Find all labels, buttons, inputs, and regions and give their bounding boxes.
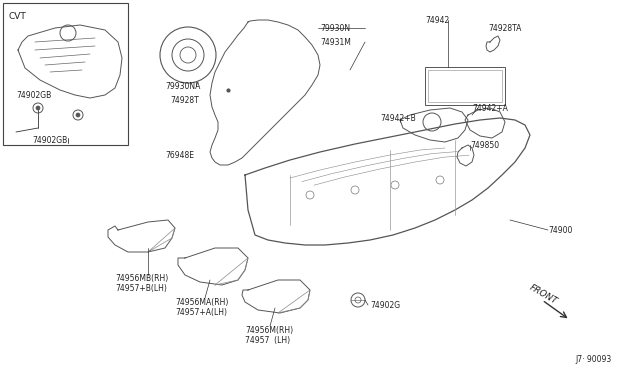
Text: 74957  (LH): 74957 (LH) (245, 336, 290, 344)
Text: 74942+B: 74942+B (380, 113, 416, 122)
Text: 76948E: 76948E (165, 151, 194, 160)
Text: 74942+A: 74942+A (472, 103, 508, 112)
Text: 74957+A(LH): 74957+A(LH) (175, 308, 227, 317)
Text: 79930N: 79930N (320, 23, 350, 32)
Text: CVT: CVT (8, 12, 26, 21)
Text: 74902GB: 74902GB (33, 135, 68, 144)
Text: 79930NA: 79930NA (165, 81, 200, 90)
Text: 74900: 74900 (548, 225, 572, 234)
Text: 74956MA(RH): 74956MA(RH) (175, 298, 228, 307)
Bar (425, 67, 505, 105)
Text: 74957+B(LH): 74957+B(LH) (115, 283, 167, 292)
Text: 74928T: 74928T (170, 96, 199, 105)
Bar (3, 3, 128, 145)
Text: 74902GB: 74902GB (16, 90, 51, 99)
Text: 74942: 74942 (425, 16, 449, 25)
Text: 74956M(RH): 74956M(RH) (245, 326, 293, 334)
Text: 749850: 749850 (470, 141, 499, 150)
Text: 74931M: 74931M (320, 38, 351, 46)
Text: 74928TA: 74928TA (488, 23, 522, 32)
Text: J7· 90093: J7· 90093 (575, 356, 611, 365)
Text: 74956MB(RH): 74956MB(RH) (115, 273, 168, 282)
Text: FRONT: FRONT (528, 283, 559, 307)
Circle shape (76, 113, 80, 117)
Circle shape (36, 106, 40, 110)
Text: 74902G: 74902G (370, 301, 400, 310)
Bar (428, 70, 502, 102)
